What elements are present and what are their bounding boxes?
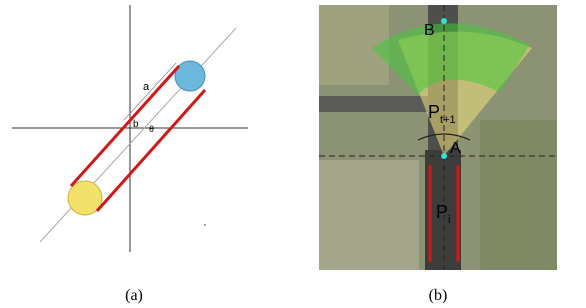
red-edge — [97, 90, 205, 211]
label-subscript: i — [448, 214, 450, 226]
label-subscript: t+1 — [440, 114, 456, 126]
point-a — [441, 153, 447, 159]
terrain — [319, 160, 419, 270]
figure: a b θ (a) B A Pt+1 Pi (b) — [0, 0, 586, 308]
caption-a: (a) — [125, 287, 143, 304]
dot — [204, 224, 206, 226]
panel-b: B A Pt+1 Pi (b) — [319, 5, 557, 304]
label-b: b — [133, 119, 139, 130]
terrain — [480, 120, 557, 270]
red-edge — [71, 66, 179, 186]
diagonal-line — [40, 28, 236, 242]
label-a-point: A — [450, 140, 461, 157]
dimension-arrow — [124, 63, 176, 120]
caption-b: (b) — [429, 287, 448, 304]
label-base: P — [436, 202, 448, 222]
point-b — [441, 18, 447, 24]
label-a: a — [143, 81, 150, 93]
blue-circle — [175, 61, 205, 91]
label-theta: θ — [149, 124, 154, 134]
side-road — [319, 96, 429, 112]
label-b-point: B — [424, 22, 435, 39]
label-base: P — [428, 102, 440, 122]
panel-a: a b θ (a) — [12, 5, 248, 304]
